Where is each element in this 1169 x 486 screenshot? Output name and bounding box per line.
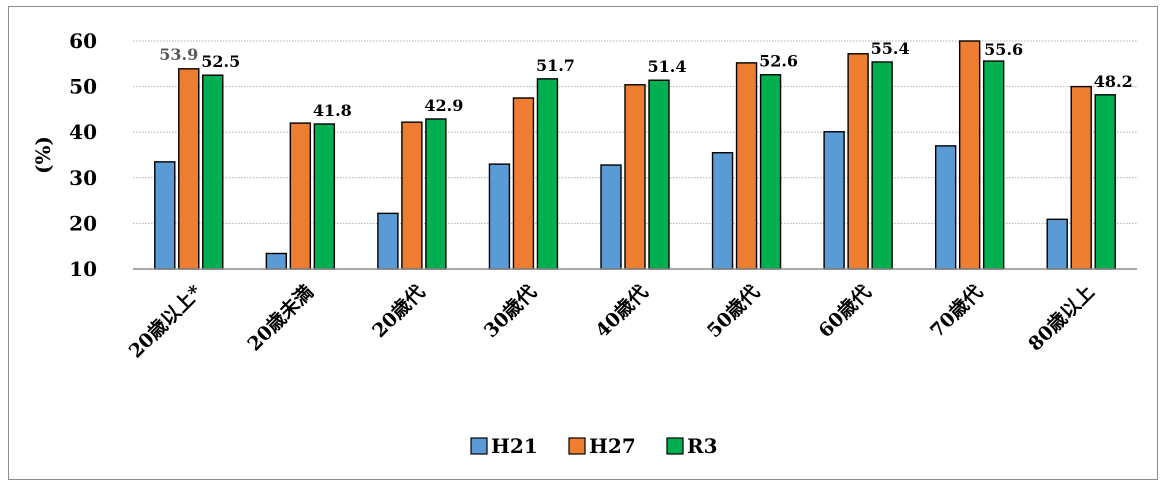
data-label: 51.4 (648, 57, 687, 76)
legend: H21 H27 R3 (470, 434, 718, 458)
bar-h21 (488, 163, 511, 270)
bar-r3 (871, 61, 893, 270)
legend-swatch-r3 (666, 437, 684, 455)
category-label: 30歳代 (480, 281, 541, 342)
bar-r3 (648, 79, 670, 270)
y-axis-label: (%) (31, 136, 55, 174)
data-label: 52.6 (759, 52, 798, 71)
bar-r3 (759, 74, 782, 270)
bar-h21 (154, 161, 176, 270)
bar-h27 (847, 53, 869, 270)
bar-h21 (1046, 218, 1068, 270)
legend-label: R3 (687, 434, 718, 458)
category-label: 20歳未満 (243, 280, 318, 355)
bar-h27 (1070, 85, 1092, 270)
bar-h21 (377, 212, 399, 270)
y-axis-ticks: 10 20 30 40 50 60 (69, 29, 97, 281)
data-label: 42.9 (424, 96, 463, 115)
legend-swatch-h27 (568, 437, 586, 455)
data-label: 48.2 (1094, 72, 1133, 91)
category-label: 60歳代 (815, 281, 876, 342)
bar-r3 (536, 78, 559, 270)
bar-h27 (512, 97, 535, 270)
y-tick-label: 50 (69, 75, 97, 99)
category-label: 70歳代 (926, 281, 987, 342)
data-labels: 53.9 52.5 41.8 42.9 51.7 51.4 52.6 55.4 55.6 48.2 (159, 39, 1132, 120)
bar-h21 (265, 252, 288, 270)
legend-label: H27 (589, 434, 636, 458)
bar-r3 (425, 118, 447, 270)
y-tick-label: 60 (69, 29, 97, 53)
y-tick-label: 30 (69, 166, 97, 190)
data-label: 51.7 (536, 56, 575, 75)
bar-h27 (624, 84, 646, 270)
bar-chart: 10 20 30 40 50 60 (%) 53.9 52.5 41.8 42.9 51.7 51.… (31, 29, 1137, 458)
data-label: 53.9 (159, 45, 198, 64)
bar-h27 (289, 122, 312, 270)
data-label: 55.4 (871, 39, 910, 58)
category-label: 40歳代 (591, 281, 652, 342)
bar-h21 (934, 145, 957, 270)
category-label: 50歳代 (703, 281, 764, 342)
data-label: 55.6 (984, 40, 1023, 59)
bar-r3 (1094, 94, 1116, 270)
bar-h21 (823, 131, 845, 270)
data-label: 52.5 (201, 52, 240, 71)
category-label: 20歳代 (368, 281, 429, 342)
legend-swatch-h21 (470, 437, 488, 455)
bar-h27 (958, 40, 981, 270)
bar-h27 (735, 62, 758, 270)
category-labels: 20歳以上* 20歳未満 20歳代 30歳代 40歳代 50歳代 60歳代 70歳代 80歳以上 (125, 280, 1099, 362)
y-tick-label: 10 (69, 257, 97, 281)
chart-frame: 10 20 30 40 50 60 (%) 53.9 52.5 41.8 42.9 51.7 51.… (8, 6, 1158, 480)
legend-label: H21 (491, 434, 538, 458)
y-tick-label: 20 (69, 211, 97, 235)
bar-h21 (600, 164, 622, 270)
bar-r3 (313, 123, 336, 270)
y-tick-label: 40 (69, 120, 97, 144)
bar-h21 (711, 152, 734, 270)
bar-r3 (202, 74, 224, 270)
data-label: 41.8 (313, 101, 352, 120)
bar-r3 (982, 60, 1005, 270)
category-label: 20歳以上* (125, 281, 207, 363)
bar-h27 (178, 68, 200, 270)
bar-h27 (401, 121, 423, 270)
category-label: 80歳以上 (1024, 281, 1099, 356)
bars (154, 40, 1116, 270)
